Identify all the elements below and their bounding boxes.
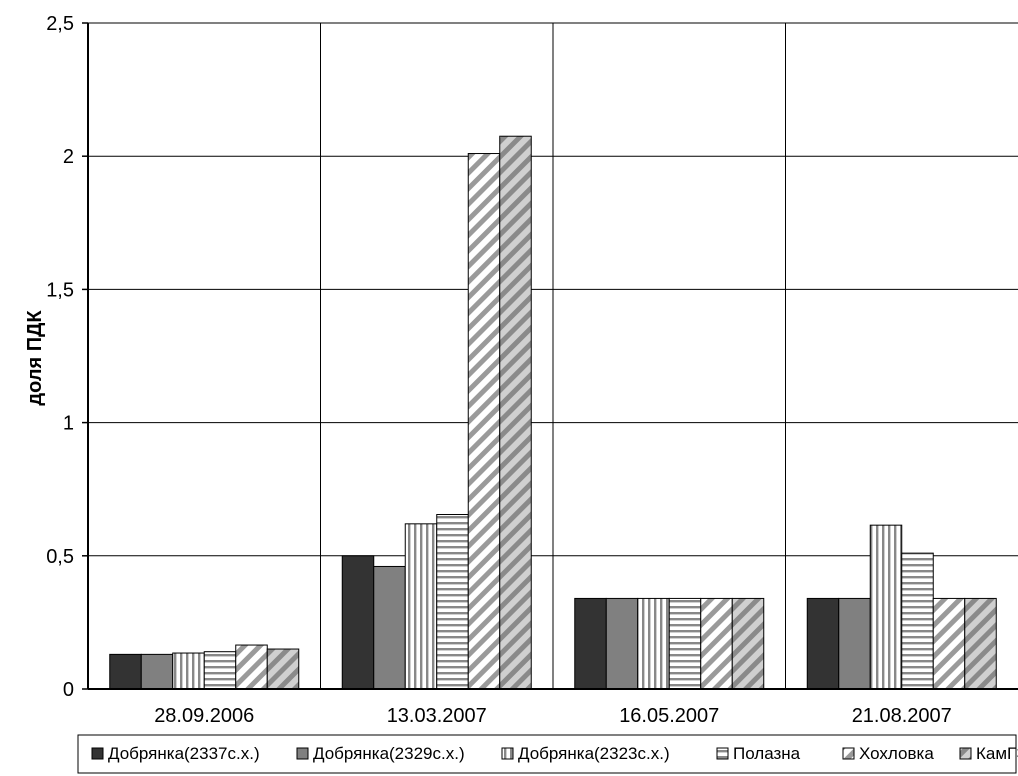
y-tick-label: 1,5 — [46, 279, 74, 301]
bar — [731, 597, 765, 690]
bar — [700, 597, 733, 690]
legend-label: Хохловка — [859, 744, 934, 763]
bar — [806, 597, 840, 690]
bar — [668, 597, 702, 690]
legend-swatch — [842, 747, 855, 760]
legend-swatch — [501, 747, 514, 760]
bar — [869, 524, 903, 690]
x-tick-label: 28.09.2006 — [154, 705, 254, 727]
y-tick-label: 0 — [63, 679, 74, 701]
bar — [838, 597, 871, 690]
y-axis-title: доля ПДК — [24, 310, 46, 406]
bar — [266, 648, 300, 690]
legend-label: Добрянка(2329с.х.) — [313, 744, 465, 763]
x-axis-tick-labels: 28.09.2006 13.03.2007 16.05.2007 21.08.2007 — [154, 705, 952, 727]
legend-label: Добрянка(2323с.х.) — [518, 744, 670, 763]
legend-label: Добрянка(2337с.х.) — [108, 744, 260, 763]
x-tick-label: 13.03.2007 — [387, 705, 487, 727]
y-tick-label: 2 — [63, 146, 74, 168]
bar — [140, 653, 174, 690]
legend-items: Добрянка(2337с.х.) Добрянка(2329с.х.) Добр… — [91, 744, 1018, 763]
bar — [499, 135, 532, 690]
bar — [436, 514, 469, 690]
legend-swatch — [91, 747, 104, 760]
bar — [901, 552, 934, 690]
bar — [932, 597, 966, 690]
bar — [605, 597, 639, 690]
bar — [172, 652, 205, 690]
y-tick-label: 0,5 — [46, 546, 74, 568]
gridlines — [88, 22, 1018, 689]
y-axis-tick-labels: 0 0,5 1 1,5 2 2,5 — [46, 13, 74, 701]
x-tick-label: 16.05.2007 — [619, 705, 719, 727]
x-tick-label: 21.08.2007 — [852, 705, 952, 727]
bar — [203, 651, 237, 690]
legend-box — [77, 734, 1017, 774]
bar — [341, 555, 375, 690]
legend-swatch — [959, 747, 972, 760]
bar — [235, 644, 268, 690]
axes — [82, 22, 1018, 690]
bar — [373, 565, 406, 690]
legend: Добрянка(2337с.х.) Добрянка(2329с.х.) Добр… — [77, 734, 1018, 774]
legend-label: КамГЭС — [976, 744, 1018, 763]
legend-label: Полазна — [733, 744, 801, 763]
bar — [574, 597, 607, 690]
legend-swatch — [296, 747, 309, 760]
bar — [404, 523, 438, 690]
bar — [467, 153, 501, 690]
bar — [964, 597, 997, 690]
y-tick-label: 1 — [63, 413, 74, 435]
y-tick-label: 2,5 — [46, 13, 74, 35]
bar — [637, 597, 670, 690]
bar — [109, 653, 142, 690]
legend-swatch — [716, 747, 729, 760]
